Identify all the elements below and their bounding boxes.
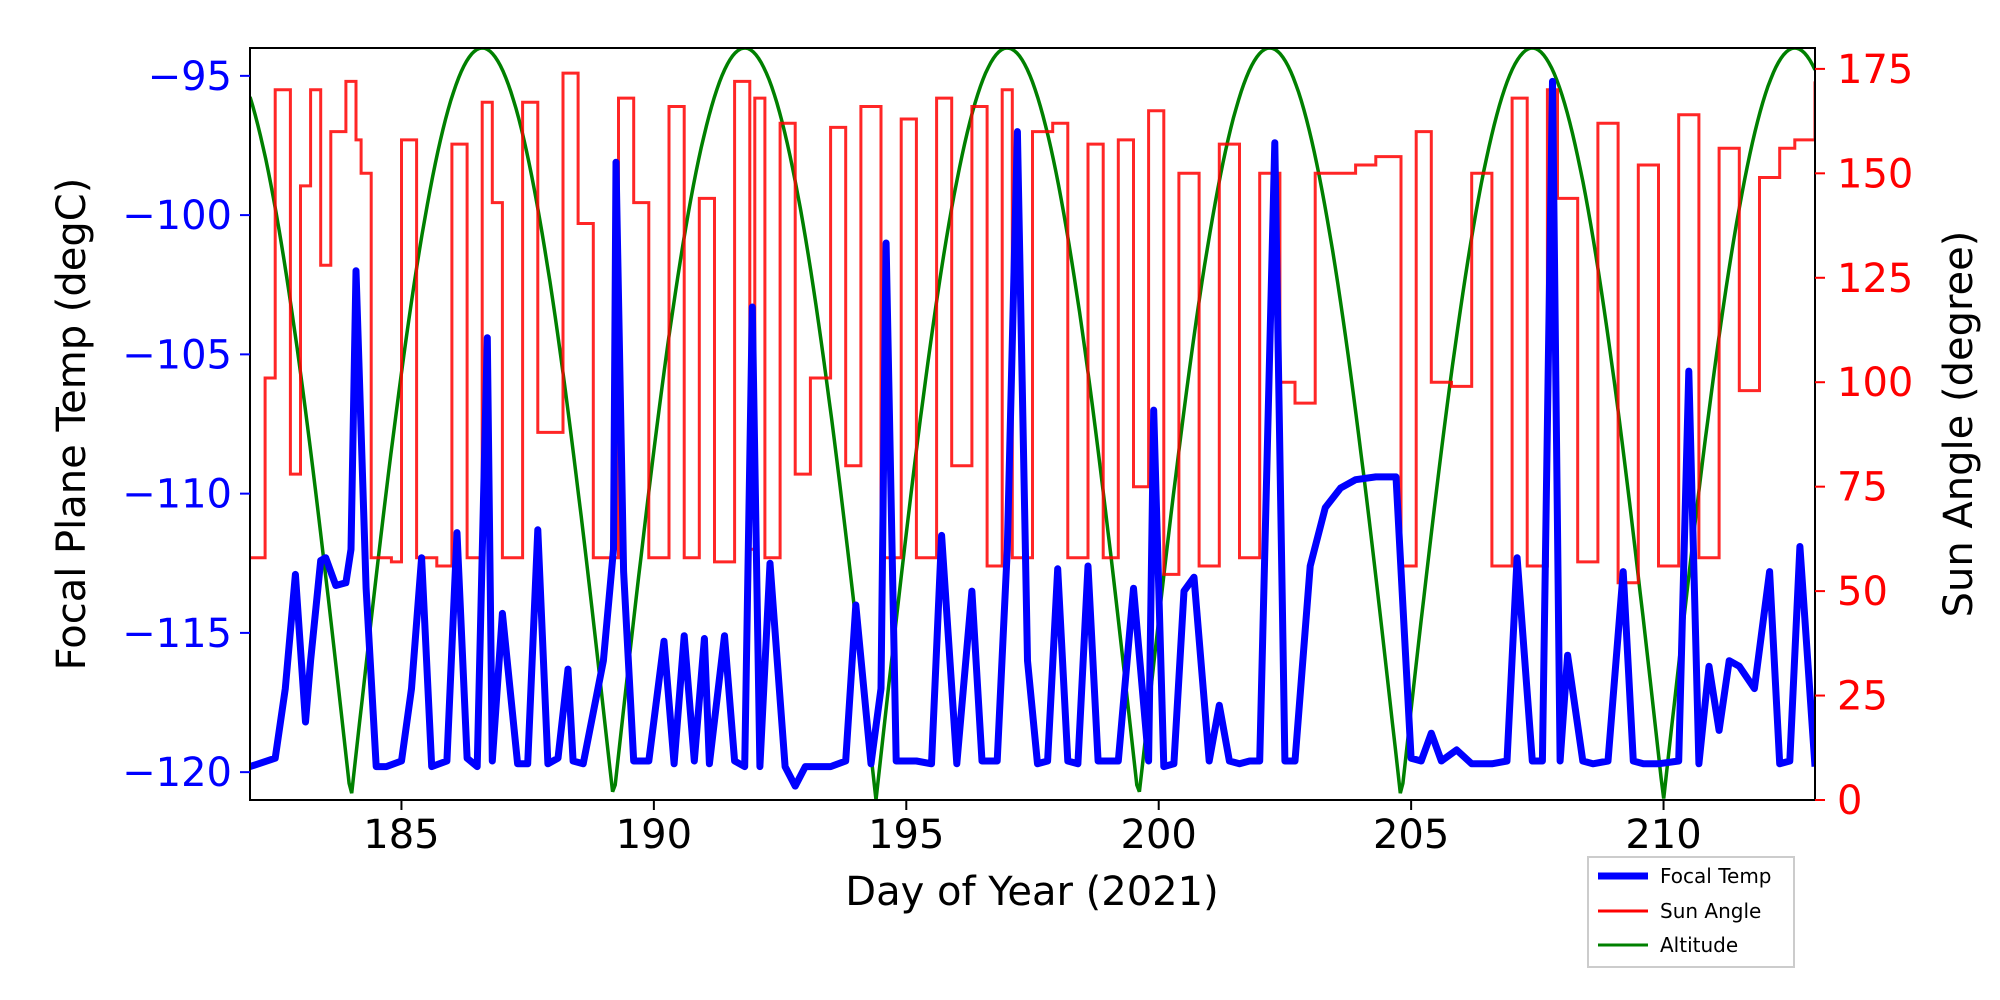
y-right-tick-label-0: 0 [1837,778,1862,824]
x-axis-label: Day of Year (2021) [845,869,1218,915]
y-left-tick-label-0: −95 [148,54,232,100]
y-right-tick-label-150: 150 [1837,151,1913,197]
series-sun-angle-line [250,71,1815,585]
axes-frame [249,47,1816,801]
series-altitude-line [250,48,1815,800]
y-right-tick-label-125: 125 [1837,256,1913,302]
y-left-tick-label-4: −115 [122,611,232,657]
y-axis-right: 175 150 125 100 75 50 25 0 [1815,47,1913,824]
legend: Focal Temp Sun Angle Altitude [1587,856,1795,968]
y-axis-left: −95 −100 −105 −110 −115 −120 [122,54,250,796]
y-right-tick-label-100: 100 [1837,360,1913,406]
series-layer [250,48,1815,800]
y-right-tick-label-50: 50 [1837,569,1888,615]
plot-area [250,48,1815,800]
x-tick-label-200: 200 [1121,812,1197,858]
x-tick-label-190: 190 [616,812,692,858]
legend-label-altitude: Altitude [1660,933,1738,957]
y-left-tick-label-1: −100 [122,193,232,239]
legend-label-focal-temp: Focal Temp [1660,864,1772,888]
y-left-tick-label-3: −110 [122,472,232,518]
x-tick-label-195: 195 [868,812,944,858]
y-left-tick-label-2: −105 [122,332,232,378]
x-tick-label-205: 205 [1373,812,1449,858]
y-left-tick-label-5: −120 [122,750,232,796]
y-right-tick-label-25: 25 [1837,674,1888,720]
y-right-tick-label-175: 175 [1837,47,1913,93]
x-tick-label-185: 185 [363,812,439,858]
y-right-tick-label-75: 75 [1837,465,1888,511]
y-axis-right-label: Sun Angle (degree) [1936,231,1982,618]
legend-label-sun-angle: Sun Angle [1660,899,1761,923]
series-focal-temp-line [250,77,1815,790]
y-axis-left-label: Focal Plane Temp (degC) [49,178,95,671]
x-tick-label-210: 210 [1625,812,1701,858]
x-axis: 185 190 195 200 205 210 [363,800,1702,858]
